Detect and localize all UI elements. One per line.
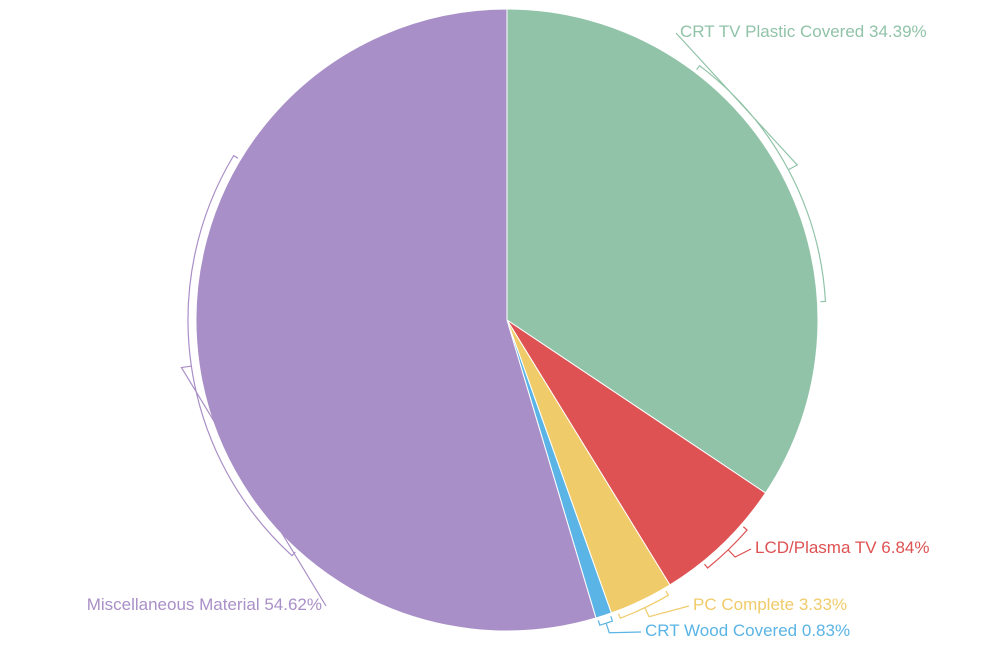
label-value: 6.84%: [881, 538, 929, 557]
data-label: CRT Wood Covered 0.83%: [645, 621, 850, 640]
label-value: 34.39%: [869, 22, 927, 41]
label-name: CRT Wood Covered: [645, 621, 797, 640]
leader-line: [180, 154, 327, 607]
data-label: PC Complete 3.33%: [693, 595, 847, 614]
label-name: PC Complete: [693, 595, 794, 614]
data-label: Miscellaneous Material 54.62%: [87, 595, 322, 614]
pie-slice: [506, 319, 767, 586]
label-name: Miscellaneous Material: [87, 595, 260, 614]
label-value: 0.83%: [802, 621, 850, 640]
leader-line: [617, 590, 690, 619]
leader-line: [675, 32, 827, 303]
data-label: LCD/Plasma TV 6.84%: [755, 538, 930, 557]
pie-slice: [195, 8, 597, 632]
label-value: 3.33%: [799, 595, 847, 614]
leader-line: [704, 526, 752, 569]
leader-line: [597, 616, 642, 634]
label-name: CRT TV Plastic Covered: [680, 22, 864, 41]
label-name: LCD/Plasma TV: [755, 538, 877, 557]
data-label: CRT TV Plastic Covered 34.39%: [680, 22, 927, 41]
label-value: 54.62%: [264, 595, 322, 614]
